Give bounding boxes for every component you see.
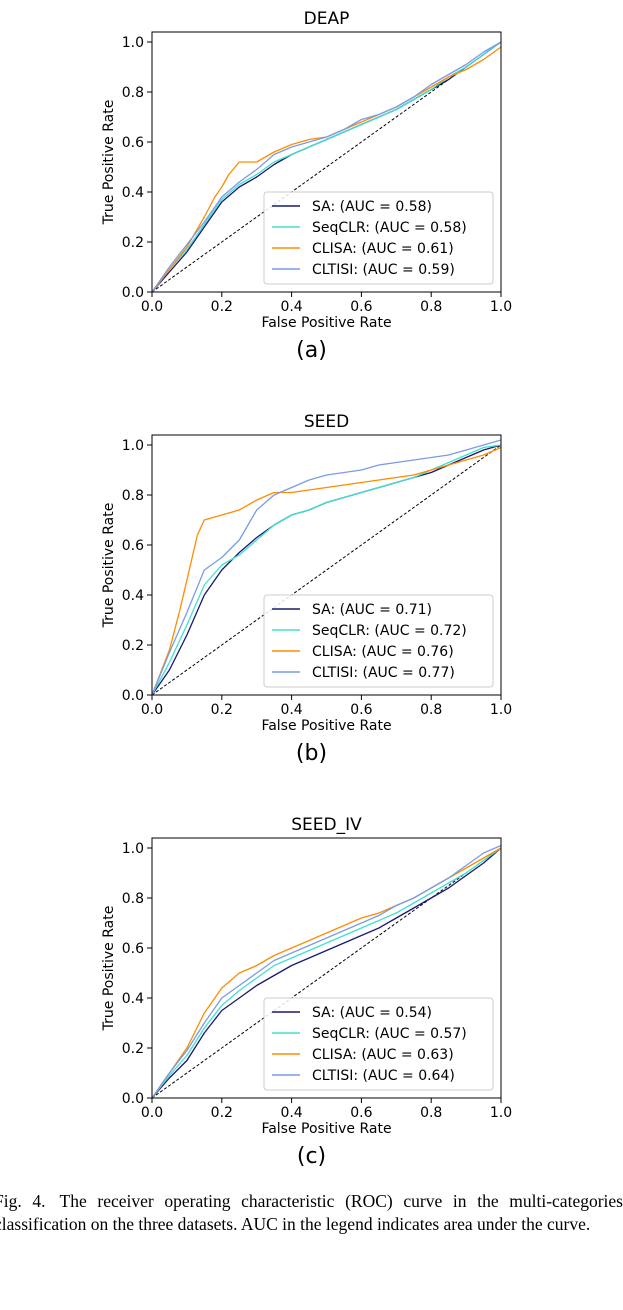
- x-tick-label: 0.4: [280, 702, 302, 718]
- legend-box: [263, 594, 494, 688]
- x-tick-label: 0.0: [141, 299, 163, 315]
- x-tick-label: 0.8: [420, 299, 442, 315]
- legend-entry-2: CLISA: (AUC = 0.76): [312, 644, 454, 660]
- legend-entry-0: SA: (AUC = 0.71): [312, 602, 432, 618]
- series-line-3: [151, 41, 502, 293]
- series-line-1: [151, 444, 502, 696]
- legend-entry-3: CLTISI: (AUC = 0.77): [312, 665, 455, 681]
- x-tick-label: 0.8: [420, 702, 442, 718]
- y-tick-label: 0.2: [122, 638, 144, 654]
- figure-caption: Fig. 4.The receiver operating characteri…: [0, 1190, 623, 1236]
- legend-entry-2: CLISA: (AUC = 0.61): [312, 241, 454, 257]
- x-axis-label: False Positive Rate: [261, 718, 391, 734]
- chance-diagonal-line: [151, 41, 502, 293]
- plot-frame: [151, 31, 502, 293]
- y-tick-label: 0.2: [122, 1041, 144, 1057]
- series-line-2: [151, 446, 502, 696]
- legend: SA: (AUC = 0.54) SeqCLR: (AUC = 0.57) CLIS…: [263, 997, 494, 1091]
- legend: SA: (AUC = 0.58) SeqCLR: (AUC = 0.58) CLIS…: [263, 191, 494, 285]
- subfigure-label-c: (c): [296, 1144, 327, 1169]
- legend-entry-3: CLTISI: (AUC = 0.64): [312, 1068, 455, 1084]
- y-tick-label: 0.4: [122, 588, 144, 604]
- y-tick-label: 0.0: [122, 688, 144, 704]
- x-tick-label: 1.0: [490, 702, 512, 718]
- x-tick-label: 0.4: [280, 299, 302, 315]
- series-line-1: [151, 41, 502, 293]
- caption-label: Fig. 4.: [0, 1191, 46, 1211]
- y-tick-label: 1.0: [122, 841, 144, 857]
- chance-diagonal-line: [151, 444, 502, 696]
- plot-frame: [151, 837, 502, 1099]
- y-tick-label: 0.4: [122, 185, 144, 201]
- series-line-3: [151, 439, 502, 696]
- x-tick-label: 0.2: [211, 702, 233, 718]
- x-tick-label: 0.8: [420, 1105, 442, 1121]
- x-tick-label: 0.6: [350, 1105, 372, 1121]
- subfigure-label-b: (b): [295, 741, 328, 766]
- legend-entry-0: SA: (AUC = 0.58): [312, 199, 432, 215]
- y-tick-label: 0.6: [122, 941, 144, 957]
- y-tick-label: 1.0: [122, 438, 144, 454]
- legend-entry-1: SeqCLR: (AUC = 0.57): [312, 1026, 467, 1042]
- x-tick-label: 0.6: [350, 299, 372, 315]
- series-line-2: [151, 46, 502, 293]
- y-tick-label: 0.8: [122, 85, 144, 101]
- roc-chart-seed: SEED 0.00.0 0.2 0.2 0.4 0.4 0.6 0.6 0.8 0.8 1.0 1.0…: [101, 412, 512, 734]
- series-line-3: [151, 844, 502, 1099]
- y-tick-label: 0.0: [122, 285, 144, 301]
- y-tick-label: 0.8: [122, 891, 144, 907]
- y-tick-label: 0.8: [122, 488, 144, 504]
- legend-entry-1: SeqCLR: (AUC = 0.58): [312, 220, 467, 236]
- x-axis-label: False Positive Rate: [261, 1121, 391, 1137]
- legend-box: [263, 191, 494, 285]
- y-tick-label: 1.0: [122, 35, 144, 51]
- roc-panel-deap: DEAP 0.0 0.0 0.2 0.2 0.4 0.4 0.6 0.6 0.8 0.8 1.0 1.0…: [0, 0, 623, 400]
- x-axis-label: False Positive Rate: [261, 315, 391, 331]
- roc-chart-seed-iv: SEED_IV 0.00.0 0.2 0.2 0.4 0.4 0.6 0.6 0.8 0.8 1.0…: [101, 815, 512, 1137]
- x-tick-label: 0.6: [350, 702, 372, 718]
- roc-panel-seed: SEED 0.0 0.0 0.2 0.2 0.4 0.4 0.6 0.6 0.8 0.8 1.0 1.0…: [0, 403, 623, 803]
- roc-chart-deap: DEAP 0.00.0 0.2 0.2 0.4 0.4 0.6 0.6 0.8 0.8 1.0 1.0…: [101, 9, 512, 331]
- legend-entry-3: CLTISI: (AUC = 0.59): [312, 262, 455, 278]
- legend-entry-1: SeqCLR: (AUC = 0.72): [312, 623, 467, 639]
- x-tick-label: 0.0: [141, 702, 163, 718]
- legend-entry-0: SA: (AUC = 0.54): [312, 1005, 432, 1021]
- chance-diagonal-line: [151, 847, 502, 1099]
- chart-title: SEED: [304, 412, 349, 432]
- x-tick-label: 0.2: [211, 299, 233, 315]
- legend-entry-2: CLISA: (AUC = 0.63): [312, 1047, 454, 1063]
- y-axis-label: True Positive Rate: [101, 906, 117, 1032]
- x-tick-label: 1.0: [490, 299, 512, 315]
- subfigure-label-a: (a): [296, 338, 327, 363]
- y-tick-label: 0.0: [122, 1091, 144, 1107]
- y-tick-label: 0.2: [122, 235, 144, 251]
- y-axis-label: True Positive Rate: [101, 100, 117, 226]
- chart-title: SEED_IV: [291, 815, 362, 835]
- series-line-1: [151, 847, 502, 1099]
- plot-frame: [151, 434, 502, 696]
- chart-title: DEAP: [304, 9, 350, 29]
- legend-box: [263, 997, 494, 1091]
- y-tick-label: 0.6: [122, 538, 144, 554]
- x-tick-label: 0.4: [280, 1105, 302, 1121]
- series-line-0: [151, 847, 502, 1099]
- x-tick-label: 1.0: [490, 1105, 512, 1121]
- x-tick-label: 0.0: [141, 1105, 163, 1121]
- y-tick-label: 0.6: [122, 135, 144, 151]
- y-axis-label: True Positive Rate: [101, 503, 117, 629]
- legend: SA: (AUC = 0.71) SeqCLR: (AUC = 0.72) CLIS…: [263, 594, 494, 688]
- caption-text: The receiver operating characteristic (R…: [0, 1191, 623, 1234]
- x-tick-label: 0.2: [211, 1105, 233, 1121]
- y-tick-label: 0.4: [122, 991, 144, 1007]
- roc-panel-seed-iv: SEED_IV 0.0 0.0 0.2 0.2 0.4 0.4 0.6 0.6 0.8 0.8 1.0…: [0, 806, 623, 1206]
